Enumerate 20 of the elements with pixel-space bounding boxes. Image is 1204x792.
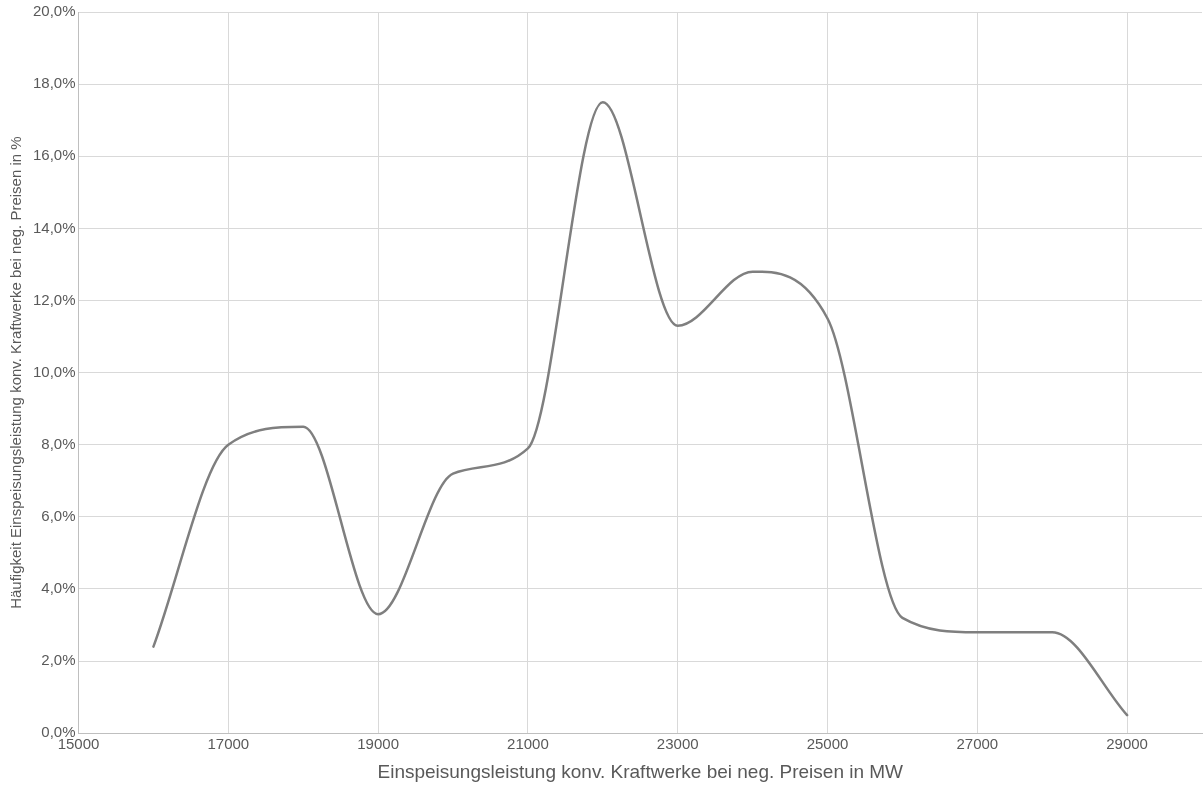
- x-tick-label: 21000: [507, 735, 549, 753]
- x-axis-title: Einspeisungsleistung konv. Kraftwerke bei neg. Preisen in MW: [377, 760, 904, 782]
- x-tick-label: 23000: [656, 735, 699, 753]
- y-tick-label: 8,0%: [41, 434, 76, 452]
- x-tick-label: 29000: [1106, 735, 1148, 753]
- y-tick-label: 4,0%: [41, 579, 76, 597]
- y-tick-label: 2,0%: [41, 651, 76, 669]
- y-tick-label: 10,0%: [32, 362, 76, 380]
- y-tick-label: 12,0%: [32, 290, 76, 308]
- x-tick-label: 19000: [357, 735, 399, 753]
- x-tick-label: 25000: [806, 735, 849, 753]
- y-tick-label: 18,0%: [32, 74, 76, 92]
- x-tick-label: 17000: [207, 735, 250, 753]
- y-tick-label: 20,0%: [32, 2, 76, 20]
- y-tick-label: 14,0%: [32, 218, 76, 236]
- y-axis-title: Häufigkeit Einspeisungsleistung konv. Kraftwerke bei neg. Preisen in %: [7, 136, 25, 609]
- y-tick-label: 16,0%: [32, 146, 76, 164]
- x-tick-label: 27000: [956, 735, 999, 753]
- line-series: [152, 100, 1129, 717]
- y-tick-label: 6,0%: [41, 506, 76, 524]
